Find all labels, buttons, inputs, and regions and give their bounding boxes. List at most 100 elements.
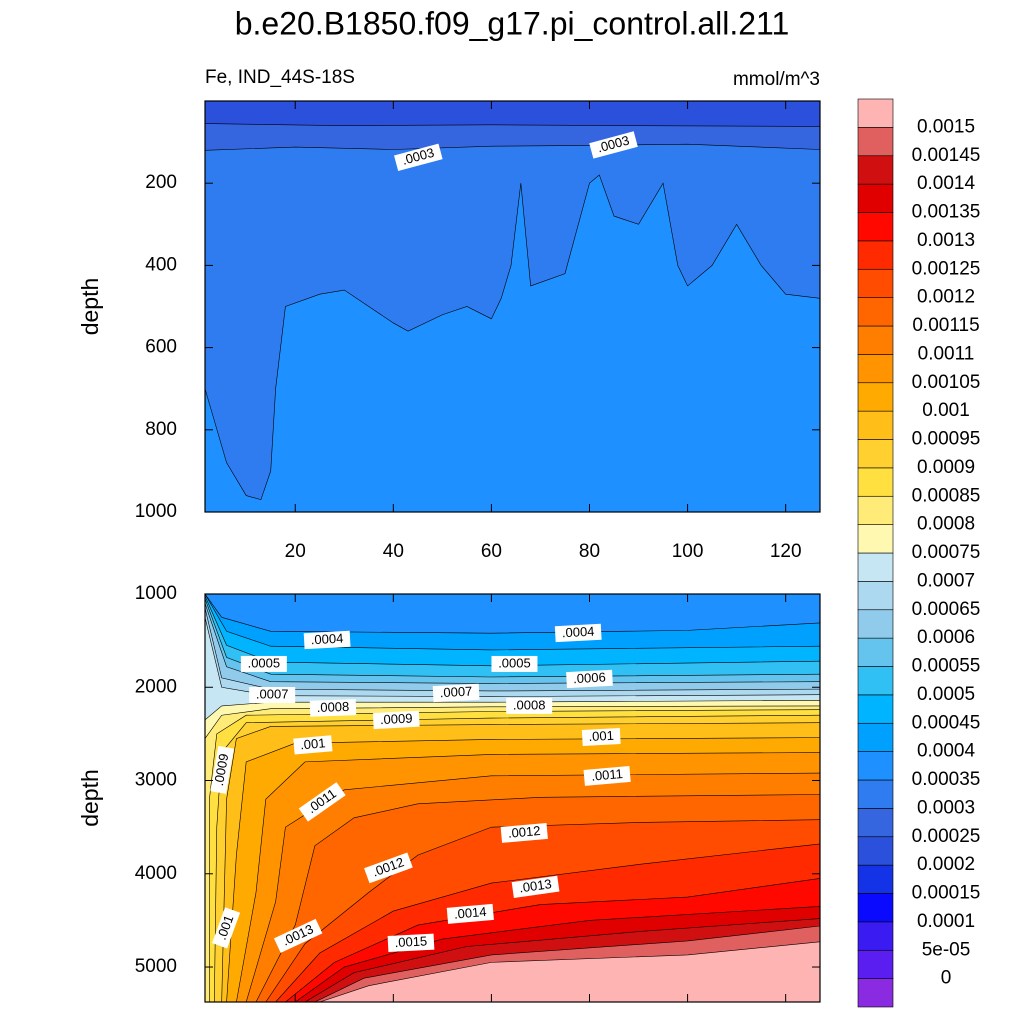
contour-label: .0014 [446, 903, 494, 924]
label-text: .0006 [573, 670, 606, 687]
colorbar-box [857, 949, 894, 979]
colorbar-label: 0.0013 [917, 230, 975, 251]
y-tick-label: 800 [145, 419, 177, 440]
colorbar-box [857, 524, 894, 554]
label-text: .001 [300, 735, 327, 752]
colorbar-label: 0.00065 [912, 599, 981, 620]
colorbar-label: 0.00045 [912, 712, 981, 733]
label-box [566, 669, 613, 689]
contour-line [319, 941, 820, 1002]
colorbar-box [857, 127, 894, 157]
label-box [387, 933, 435, 952]
colorbar-box [857, 297, 894, 327]
plot-area: .0003 .0003 20 40 60 80 100 120 200 400 600 800 1000… [77, 100, 821, 562]
label-text: .0009 [211, 752, 231, 787]
contour-label: .0003 [589, 131, 638, 159]
colorbar-label: 0.00105 [912, 372, 981, 393]
y-tick-label: 1000 [135, 501, 177, 522]
colorbar-box [857, 893, 894, 923]
colorbar-label: 0.0002 [917, 854, 975, 875]
label-text: .001 [588, 728, 614, 744]
contour-line [221, 722, 820, 1002]
colorbar-label: 0.0006 [917, 627, 975, 648]
colorbar-box [857, 864, 894, 894]
colorbar-label: 0.0005 [917, 684, 975, 705]
label-text: .0015 [394, 933, 427, 950]
colorbar-box [857, 666, 894, 696]
colorbar-box [857, 609, 894, 639]
colorbar-box [857, 722, 894, 752]
frame [204, 593, 821, 1003]
label-box [364, 852, 413, 884]
label-box [240, 655, 287, 672]
contour-line [205, 143, 820, 151]
x-tick-label: 60 [481, 541, 502, 562]
label-box [372, 710, 420, 730]
contour-line [255, 794, 820, 1002]
y-tick-label: 2000 [135, 676, 177, 697]
colorbar-box [857, 836, 894, 866]
colorbar-label: 0.0007 [917, 570, 975, 591]
colorbar-box [857, 552, 894, 582]
colorbar-label: 0.00025 [912, 826, 981, 847]
x-tick-label: 20 [285, 541, 306, 562]
label-text: .0005 [248, 655, 281, 670]
contour-line [265, 819, 820, 1002]
label-box [298, 782, 346, 822]
colorbar-box [857, 410, 894, 440]
label-text: .0012 [507, 823, 541, 841]
contour-line [214, 714, 820, 1002]
colorbar-box [857, 325, 894, 355]
y-tick-label: 1000 [135, 583, 177, 604]
label-text: .0014 [453, 904, 487, 922]
contour-label: .0008 [506, 697, 553, 714]
colorbar-label: 0.0009 [917, 457, 975, 478]
colorbar-label: 0.00075 [912, 542, 981, 563]
colorbar-box [857, 212, 894, 242]
contour-line [205, 594, 820, 634]
contour-label: .0006 [566, 669, 613, 689]
y-axis-label: depth [77, 278, 103, 336]
contour-line [314, 925, 820, 1002]
colorbar-box [857, 98, 894, 128]
contour-label: .0007 [249, 686, 296, 703]
label-box [249, 686, 296, 703]
contour-label: .0004 [303, 630, 351, 650]
contour-label: .0013 [511, 875, 560, 898]
colorbar-label: 0.00095 [912, 429, 981, 450]
colorbar-box [857, 921, 894, 951]
label-box [432, 683, 480, 703]
label-box [303, 630, 351, 650]
colorbar-label: 0.00085 [912, 485, 981, 506]
label-box [210, 745, 235, 794]
label-box [491, 655, 538, 672]
colorbar-box [857, 183, 894, 213]
contour-label: .0009 [372, 710, 420, 730]
colorbar-label: 0.00015 [912, 883, 981, 904]
contour-label: .0012 [500, 822, 548, 843]
colorbar-box [857, 155, 894, 185]
contour-label: .0008 [309, 699, 357, 717]
y-tick-label: 600 [145, 337, 177, 358]
contour-line [205, 123, 820, 127]
colorbar-label: 5e-05 [922, 939, 971, 960]
x-tick-label: 40 [383, 541, 404, 562]
frame [204, 100, 821, 513]
colorbar-label: 0.0014 [917, 173, 976, 194]
label-box [554, 623, 602, 643]
contour-line [236, 752, 820, 1002]
label-box [446, 903, 494, 924]
y-tick-label: 4000 [135, 863, 177, 884]
colorbar-label: 0.00115 [912, 315, 979, 336]
chart-title: b.e20.B1850.f09_g17.pi_control.all.211 [235, 5, 790, 41]
contour-line [226, 737, 820, 1002]
colorbar-label: 0.00145 [912, 145, 981, 166]
colorbar-box [857, 978, 894, 1008]
colorbar-box [857, 240, 894, 270]
y-axis-label: depth [77, 769, 103, 827]
label-box [581, 727, 621, 746]
band-fill [319, 941, 820, 1002]
colorbar-box [857, 467, 894, 497]
contour-line [304, 918, 820, 1002]
colorbar-label: 0.0008 [917, 514, 975, 535]
